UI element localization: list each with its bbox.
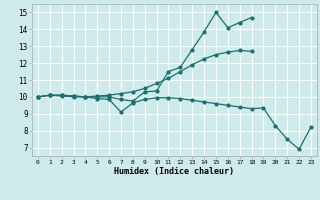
X-axis label: Humidex (Indice chaleur): Humidex (Indice chaleur) [115, 167, 234, 176]
